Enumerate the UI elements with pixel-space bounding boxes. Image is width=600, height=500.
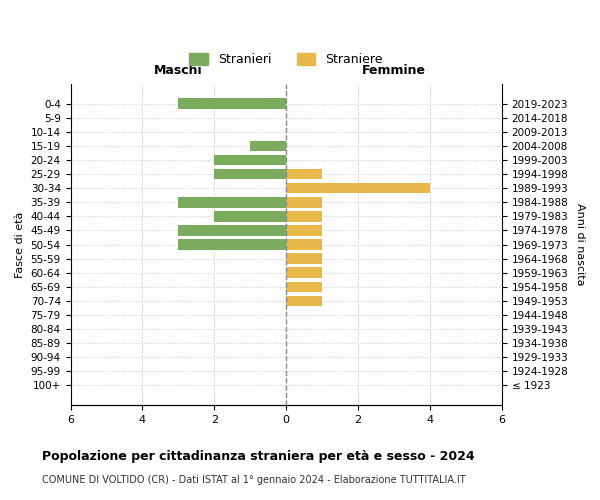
Legend: Stranieri, Straniere: Stranieri, Straniere: [184, 48, 388, 72]
Y-axis label: Fasce di età: Fasce di età: [15, 212, 25, 278]
Bar: [286, 211, 322, 222]
Bar: [286, 282, 322, 292]
Bar: [286, 197, 322, 207]
Bar: [286, 240, 322, 250]
Text: Maschi: Maschi: [154, 64, 203, 78]
Text: Femmine: Femmine: [362, 64, 426, 78]
Bar: [214, 211, 286, 222]
Bar: [286, 183, 430, 194]
Bar: [286, 296, 322, 306]
Bar: [286, 169, 322, 179]
Bar: [178, 197, 286, 207]
Text: COMUNE DI VOLTIDO (CR) - Dati ISTAT al 1° gennaio 2024 - Elaborazione TUTTITALIA: COMUNE DI VOLTIDO (CR) - Dati ISTAT al 1…: [42, 475, 466, 485]
Y-axis label: Anni di nascita: Anni di nascita: [575, 204, 585, 286]
Text: Popolazione per cittadinanza straniera per età e sesso - 2024: Popolazione per cittadinanza straniera p…: [42, 450, 475, 463]
Bar: [178, 240, 286, 250]
Bar: [178, 98, 286, 109]
Bar: [214, 169, 286, 179]
Bar: [214, 155, 286, 166]
Bar: [286, 268, 322, 278]
Bar: [250, 140, 286, 151]
Bar: [286, 254, 322, 264]
Bar: [178, 225, 286, 235]
Bar: [286, 225, 322, 235]
